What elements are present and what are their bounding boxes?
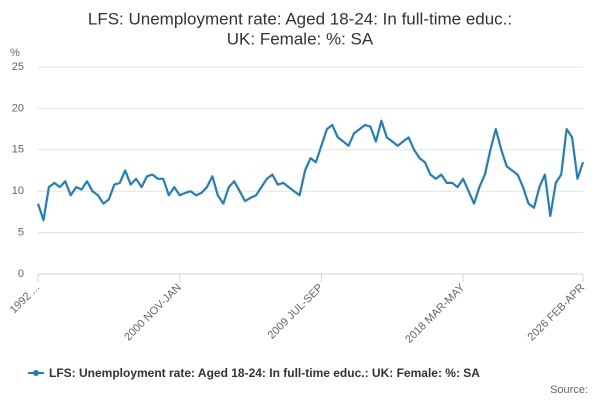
y-tick-label: 0 bbox=[18, 268, 24, 280]
x-tick-label: 1992 ... bbox=[8, 282, 42, 316]
legend-marker bbox=[33, 370, 39, 376]
y-tick-label: 25 bbox=[12, 61, 24, 73]
x-tick-label: 2018 MAR-MAY bbox=[403, 281, 468, 346]
y-axis-label: % bbox=[10, 47, 20, 59]
x-tick-label: 2009 JUL-SEP bbox=[266, 282, 326, 342]
chart-title: UK: Female: %: SA bbox=[227, 29, 374, 48]
source: Source: bbox=[550, 384, 588, 396]
y-tick-label: 10 bbox=[12, 185, 24, 197]
y-tick-label: 20 bbox=[12, 102, 24, 114]
x-tick-label: 2026 FEB-APR bbox=[526, 282, 588, 344]
y-tick-label: 5 bbox=[18, 227, 24, 239]
y-tick-label: 15 bbox=[12, 144, 24, 156]
x-tick-label: 2000 NOV-JAN bbox=[122, 282, 184, 344]
data-line bbox=[36, 119, 585, 222]
legend-label: LFS: Unemployment rate: Aged 18-24: In f… bbox=[49, 366, 480, 380]
chart-title: LFS: Unemployment rate: Aged 18-24: In f… bbox=[88, 9, 512, 28]
